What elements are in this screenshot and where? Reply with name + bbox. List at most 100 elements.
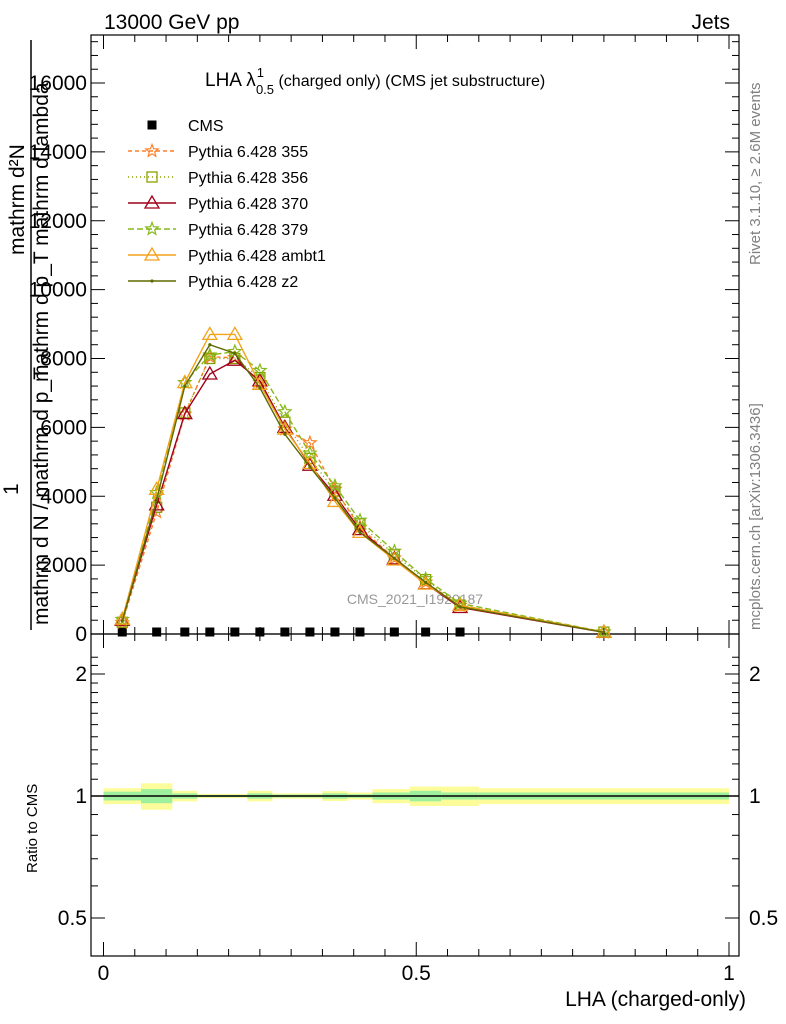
- x-axis-label: LHA (charged-only): [565, 988, 746, 1011]
- series-point: [326, 493, 344, 508]
- cms-data-point: [355, 627, 365, 637]
- ylabel-denominator: mathrm d N / mathrm d p_T: [30, 367, 53, 625]
- cms-data-point: [180, 627, 190, 637]
- x-tick-label: 0: [98, 962, 110, 985]
- legend-label: Pythia 6.428 ambt1: [188, 248, 326, 265]
- series-point: [179, 407, 191, 419]
- series-point: [301, 456, 319, 471]
- rivet-label: Rivet 3.1.10, ≥ 2.6M events: [747, 83, 764, 266]
- main-y-tick-label: 8000: [40, 348, 87, 371]
- series-point: [120, 619, 124, 623]
- cms-data-point: [389, 627, 399, 637]
- ratio-y-tick-label-right: 0.5: [749, 907, 778, 930]
- main-y-tick-label: 0: [75, 623, 87, 646]
- series-point: [351, 524, 369, 539]
- series-point: [208, 343, 212, 347]
- series-line: [121, 333, 605, 633]
- main-ticks: 0 2000 4000 6000 8000 10000 12000 14000 16000: [29, 35, 739, 646]
- series-0: [117, 627, 465, 637]
- cms-data-point: [230, 627, 240, 637]
- legend-entry: Pythia 6.428 370: [128, 194, 308, 213]
- cms-data-point: [455, 627, 465, 637]
- main-y-tick-label: 6000: [40, 416, 87, 439]
- series-point: [392, 556, 396, 560]
- legend-entry: Pythia 6.428 355: [128, 142, 308, 161]
- series-point: [155, 498, 159, 502]
- series-layer: [114, 326, 613, 639]
- series-point: [596, 623, 612, 639]
- x-tick-label: 0.5: [402, 962, 431, 985]
- series-point: [226, 326, 243, 341]
- series-point: [386, 551, 403, 566]
- legend-marker: [144, 220, 160, 236]
- title-main: LHA λ: [205, 70, 256, 91]
- ratio-y-tick-label-right: 2: [749, 663, 761, 686]
- legend-label: CMS: [188, 118, 224, 135]
- main-y-tick-label: 16000: [29, 72, 87, 95]
- title-rest: (charged only) (CMS jet substructure): [274, 73, 545, 90]
- legend-marker: [146, 171, 158, 183]
- legend-marker: [143, 194, 161, 209]
- series-point: [176, 405, 193, 420]
- legend-entry: Pythia 6.428 z2: [128, 274, 298, 291]
- ylabel-one: 1: [0, 483, 23, 495]
- cms-data-point: [205, 627, 215, 637]
- title-sub: 0.5: [256, 82, 274, 97]
- mcplots-label: mcplots.cern.ch [arXiv:1306.3436]: [747, 403, 764, 630]
- main-y-tick-label: 14000: [29, 141, 87, 164]
- cms-data-point: [255, 627, 265, 637]
- series-point: [201, 365, 218, 380]
- ylabel-numerator: mathrm d²N: [6, 144, 29, 255]
- legend-label: Pythia 6.428 379: [188, 222, 308, 239]
- series-point: [183, 384, 187, 388]
- series-point: [258, 386, 262, 390]
- main-y-tick-label: 10000: [29, 279, 87, 302]
- series-point: [602, 630, 606, 634]
- series-point: [251, 372, 269, 387]
- cms-data-point: [330, 627, 340, 637]
- legend-marker: [144, 142, 160, 158]
- x-tick-label: 1: [723, 962, 735, 985]
- ratio-ticks: 0.5 0.5 1 1 2 2 0 0.5 1: [58, 634, 778, 985]
- ratio-y-tick-label: 1: [75, 785, 87, 808]
- legend-marker: [150, 279, 154, 283]
- legend-marker: [147, 120, 157, 130]
- legend-label: Pythia 6.428 z2: [188, 274, 298, 291]
- main-y-axis-label: mathrm d²N mathrm d p_T mathrm d lambda …: [0, 40, 53, 630]
- main-y-tick-label: 2000: [40, 554, 87, 577]
- series-point: [358, 530, 362, 535]
- series-point: [308, 465, 312, 469]
- legend-entry: CMS: [147, 118, 224, 135]
- ylabel-numerator-extra: mathrm d p_T mathrm d lambda: [30, 82, 53, 382]
- series-point: [417, 575, 434, 590]
- legend-label: Pythia 6.428 356: [188, 170, 308, 187]
- header-left: 13000 GeV pp: [104, 11, 239, 34]
- cms-data-point: [280, 627, 290, 637]
- series-6: [120, 343, 606, 634]
- ratio-y-tick-label: 2: [75, 663, 87, 686]
- series-point: [424, 580, 428, 584]
- main-plot-title: LHA λ1 0.5 (charged only) (CMS jet substr…: [205, 65, 545, 97]
- series-point: [114, 610, 131, 625]
- series-point: [458, 605, 462, 609]
- main-y-tick-label: 12000: [29, 210, 87, 233]
- header-right: Jets: [691, 11, 730, 34]
- legend-marker: [143, 246, 161, 261]
- series-point: [233, 351, 237, 355]
- series-2: [116, 352, 610, 638]
- series-point: [333, 496, 337, 500]
- series-point: [201, 326, 218, 341]
- series-point: [352, 512, 368, 527]
- legend-label: Pythia 6.428 355: [188, 144, 308, 161]
- series-line: [121, 343, 605, 633]
- legend-entry: Pythia 6.428 379: [128, 220, 308, 239]
- ratio-y-axis-label: Ratio to CMS: [24, 784, 41, 873]
- series-point: [283, 432, 287, 436]
- series-point: [204, 352, 216, 365]
- ratio-y-tick-label: 0.5: [58, 907, 87, 930]
- ratio-plot-frame: [90, 633, 740, 957]
- ratio-y-tick-label-right: 1: [749, 785, 761, 808]
- legend-entry: Pythia 6.428 ambt1: [128, 246, 326, 265]
- legend: CMS Pythia 6.428 355 Pythia 6.428 356 Pythi…: [128, 118, 326, 291]
